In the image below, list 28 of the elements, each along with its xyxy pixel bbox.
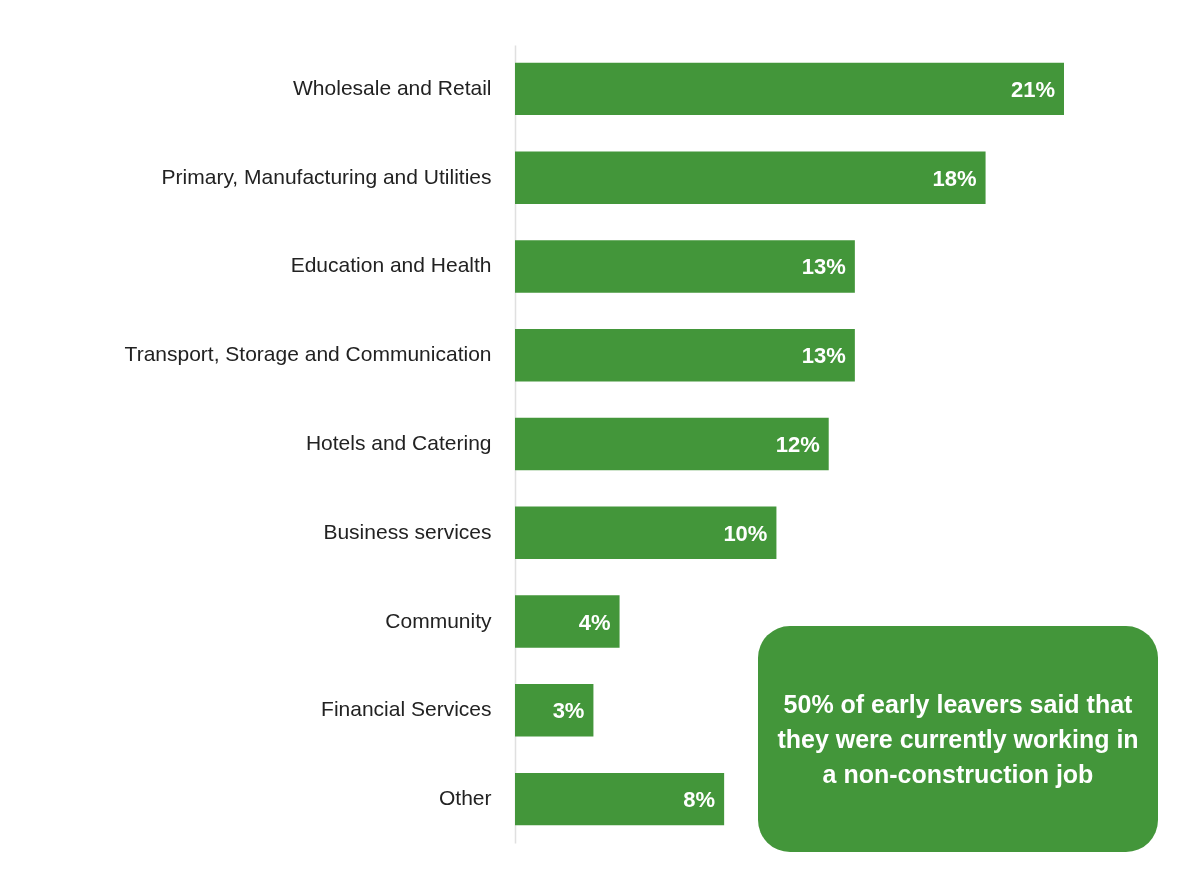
data-label: 4% (578, 609, 611, 635)
bar (515, 240, 855, 293)
y-tick-label: Financial Services (321, 697, 492, 721)
y-tick-label: Other (438, 786, 492, 810)
data-label: 10% (723, 520, 768, 546)
y-tick-label: Hotels and Catering (305, 431, 492, 454)
data-label: 18% (932, 165, 977, 191)
data-label: 21% (1010, 76, 1055, 102)
y-tick-label: Primary, Manufacturing and Utilities (161, 164, 492, 188)
y-tick-label: Education and Health (290, 253, 492, 277)
y-tick-label: Community (385, 608, 492, 632)
data-label: 12% (775, 432, 820, 457)
data-label: 3% (552, 698, 585, 724)
y-tick-label: Transport, Storage and Communication (124, 342, 492, 366)
data-label: 13% (801, 343, 846, 369)
data-label: 8% (683, 787, 716, 813)
bar (515, 772, 725, 826)
data-label: 13% (801, 254, 846, 280)
callout-box: 50% of early leavers said that they were currently working in a non-construction job (758, 626, 1158, 852)
bar (515, 417, 829, 471)
bar (515, 329, 855, 382)
bar (515, 62, 1064, 116)
bar (515, 151, 986, 204)
y-tick-label: Business services (323, 519, 492, 543)
y-tick-label: Wholesale and Retail (293, 75, 492, 99)
bar (515, 684, 594, 737)
bar (515, 595, 620, 648)
bar (515, 506, 777, 559)
